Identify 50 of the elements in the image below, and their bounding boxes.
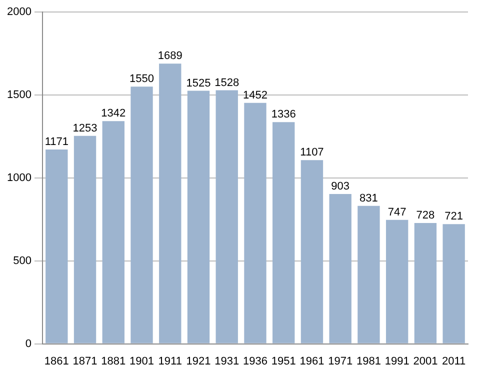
y-tick-label: 1000 (6, 172, 32, 184)
x-tick-label: 1961 (300, 355, 324, 368)
x-tick-label: 2011 (442, 355, 466, 368)
x-tick-label: 1931 (214, 355, 240, 368)
bar (187, 90, 210, 344)
x-tick-label: 1936 (242, 355, 268, 368)
data-label: 1525 (186, 77, 211, 90)
x-tick-label: 1921 (186, 355, 211, 368)
x-tick-label: 1871 (72, 355, 98, 368)
data-label: 728 (416, 210, 435, 222)
data-label: 1171 (44, 136, 68, 148)
x-tick-label: 1911 (158, 355, 182, 368)
bar (130, 86, 153, 344)
bar (300, 160, 324, 344)
bar (74, 136, 96, 344)
data-label: 1689 (158, 50, 182, 62)
data-label: 1550 (130, 73, 154, 86)
data-label: 1452 (242, 89, 268, 102)
x-tick-label: 1991 (384, 355, 410, 368)
bar (442, 224, 465, 344)
x-tick-label: 1881 (101, 355, 126, 368)
x-tick-label: 1901 (130, 355, 154, 368)
bar (46, 150, 68, 344)
bar (414, 223, 437, 344)
data-label: 903 (331, 180, 350, 193)
bar (244, 102, 266, 344)
bar (386, 220, 408, 344)
y-tick-label: 500 (13, 254, 32, 267)
x-tick-label: 1971 (328, 355, 353, 368)
data-label: 747 (388, 206, 406, 218)
bar (272, 122, 295, 344)
data-label: 721 (444, 210, 463, 223)
y-tick-label: 1500 (6, 88, 32, 101)
data-label: 1107 (300, 146, 324, 159)
x-tick-label: 1981 (356, 355, 381, 368)
data-label: 1342 (101, 108, 126, 120)
y-tick-label: 2000 (6, 6, 32, 18)
x-tick-label: 2001 (413, 355, 438, 368)
x-tick-label: 1951 (271, 355, 296, 368)
bar (102, 121, 124, 344)
data-label: 831 (360, 192, 378, 204)
data-label: 1253 (72, 122, 98, 134)
data-label: 1528 (214, 76, 240, 89)
x-tick-label: 1861 (44, 355, 69, 368)
bar (358, 206, 380, 344)
data-label: 1336 (271, 108, 296, 121)
bar (216, 90, 238, 344)
bar (329, 194, 352, 344)
y-tick-label: 0 (25, 338, 32, 350)
bar (159, 64, 182, 344)
